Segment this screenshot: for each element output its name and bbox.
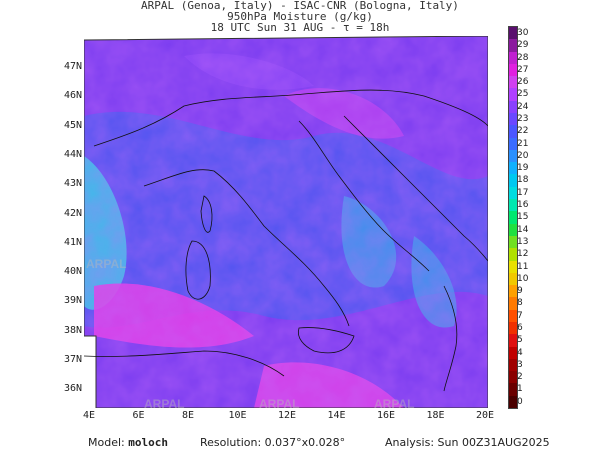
colorbar-label: 10	[517, 273, 529, 284]
colorbar-label: 11	[517, 261, 529, 272]
colorbar-label: 27	[517, 64, 529, 75]
colorbar-segment	[509, 149, 517, 163]
lon-label: 8E	[181, 410, 195, 421]
analysis-label: Analysis: Sun 00Z31AUG2025	[385, 436, 550, 449]
colorbar-segment	[509, 358, 517, 372]
colorbar-segment	[509, 39, 517, 53]
header-line-2: 950hPa Moisture (g/kg)	[227, 10, 373, 23]
colorbar-segment	[509, 383, 517, 397]
colorbar-label: 13	[517, 236, 529, 247]
colorbar-segment	[509, 51, 517, 65]
lat-label: 47N	[63, 61, 82, 72]
lon-label: 14E	[327, 410, 346, 421]
colorbar	[508, 26, 518, 409]
colorbar-label: 9	[517, 286, 523, 297]
model-name: moloch	[128, 436, 168, 449]
colorbar-segment	[509, 248, 517, 261]
lon-label: 6E	[132, 410, 145, 421]
colorbar-label: 4	[517, 347, 523, 358]
lat-label: 43N	[63, 178, 82, 190]
colorbar-segment	[509, 137, 517, 151]
colorbar-label: 17	[517, 187, 529, 198]
colorbar-label: 21	[517, 138, 529, 149]
colorbar-label: 20	[517, 150, 529, 161]
lon-label: 20E	[475, 410, 495, 421]
lat-label: 41N	[63, 236, 82, 248]
resolution-label: Resolution: 0.037°x0.028°	[200, 436, 346, 449]
lat-label: 42N	[63, 207, 82, 219]
colorbar-segment	[509, 260, 517, 274]
svg-text:ARPAL: ARPAL	[144, 397, 184, 408]
colorbar-segment	[509, 100, 517, 114]
colorbar-segment	[509, 113, 517, 126]
colorbar-label: 23	[517, 114, 529, 125]
colorbar-label: 5	[517, 335, 523, 346]
colorbar-segment	[509, 186, 517, 200]
lat-label: 45N	[63, 119, 82, 131]
colorbar-label: 24	[517, 101, 529, 112]
lat-label: 36N	[63, 383, 82, 395]
colorbar-label: 1	[517, 384, 523, 395]
header-line-3: 18 UTC Sun 31 AUG - τ = 18h	[210, 21, 390, 34]
colorbar-segment	[509, 346, 517, 360]
colorbar-label: 18	[517, 175, 529, 186]
colorbar-segment	[509, 174, 517, 188]
colorbar-segment	[509, 162, 517, 175]
colorbar-label: 2	[517, 372, 523, 383]
colorbar-label: 29	[517, 40, 529, 51]
colorbar-segment	[509, 125, 517, 139]
lat-label: 40N	[63, 266, 82, 278]
moisture-map: ARPAL ARPAL ARPAL ARPAL	[84, 36, 488, 408]
colorbar-segment	[509, 199, 517, 212]
lon-label: 16E	[376, 410, 396, 421]
colorbar-segment	[509, 297, 517, 311]
colorbar-segment	[509, 63, 517, 77]
colorbar-label: 22	[517, 126, 529, 137]
model-label-group: Model: moloch	[88, 436, 168, 449]
colorbar-segment	[509, 371, 517, 384]
colorbar-segment	[509, 88, 517, 102]
lat-label: 39N	[63, 295, 82, 307]
header-line-1: ARPAL (Genoa, Italy) - ISAC-CNR (Bologna…	[141, 0, 459, 12]
lon-label: 12E	[277, 410, 297, 421]
colorbar-segment	[509, 334, 517, 348]
colorbar-label: 15	[517, 212, 529, 223]
colorbar-label: 7	[517, 310, 523, 321]
colorbar-segment	[509, 272, 517, 286]
lat-label: 38N	[63, 324, 82, 336]
lat-label: 44N	[63, 148, 82, 160]
svg-text:ARPAL: ARPAL	[374, 397, 414, 408]
colorbar-label: 19	[517, 163, 529, 174]
svg-text:ARPAL: ARPAL	[259, 397, 299, 408]
colorbar-segment	[509, 235, 517, 249]
colorbar-segment	[509, 223, 517, 237]
colorbar-segment	[509, 309, 517, 323]
colorbar-label: 16	[517, 200, 529, 211]
lon-label: 18E	[426, 410, 445, 421]
colorbar-label: 0	[517, 396, 523, 407]
colorbar-label: 3	[517, 359, 523, 370]
watermark-left: ARPAL	[86, 257, 126, 271]
colorbar-label: 26	[517, 77, 529, 88]
colorbar-segment	[509, 211, 517, 225]
lon-label: 4E	[82, 410, 96, 421]
colorbar-label: 25	[517, 89, 529, 100]
lon-label: 10E	[228, 410, 247, 421]
model-label: Model:	[88, 436, 125, 449]
colorbar-segment	[509, 321, 517, 335]
colorbar-label: 14	[517, 224, 529, 235]
colorbar-segment	[509, 285, 517, 298]
colorbar-segment	[509, 76, 517, 89]
colorbar-segment	[509, 27, 517, 40]
map-svg: ARPAL ARPAL ARPAL ARPAL	[84, 36, 488, 408]
lat-label: 37N	[63, 354, 82, 365]
colorbar-label: 28	[517, 52, 529, 63]
colorbar-segment	[509, 395, 517, 409]
lat-label: 46N	[63, 90, 82, 102]
colorbar-label: 12	[517, 249, 529, 260]
colorbar-label: 30	[517, 28, 529, 38]
colorbar-label: 8	[517, 298, 523, 309]
colorbar-label: 6	[517, 322, 523, 333]
